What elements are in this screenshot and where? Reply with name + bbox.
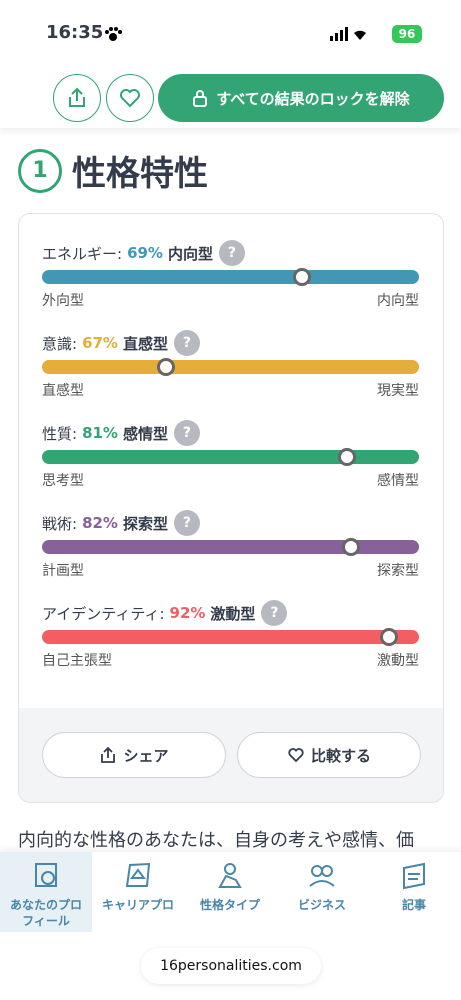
paw-icon	[105, 27, 122, 41]
nav-item[interactable]: キャリアプロ	[92, 860, 184, 932]
trait-knob	[157, 358, 176, 376]
share-label: シェア	[123, 746, 169, 765]
trait-name: 性質:	[42, 424, 78, 443]
section-title: 性格特性	[72, 154, 208, 194]
right-pole: 激動型	[377, 653, 419, 669]
trait-bar	[42, 538, 419, 556]
trait-label: 意識: 67% 直感型?	[42, 330, 200, 356]
nav-icon	[218, 863, 242, 888]
help-icon[interactable]: ?	[218, 240, 245, 266]
trait-name: 意識:	[42, 334, 78, 353]
nav-icon	[35, 863, 57, 887]
nav-active-bg	[0, 852, 92, 932]
nav-item[interactable]: 性格タイプ	[184, 860, 276, 932]
trait-knob	[342, 538, 361, 556]
trait-bar	[42, 448, 419, 466]
help-icon[interactable]: ?	[173, 510, 200, 536]
trait-bar	[42, 358, 419, 376]
share-icon-button[interactable]	[53, 74, 101, 122]
compare-label: 比較する	[310, 746, 371, 765]
unlock-button[interactable]: すべての結果のロックを解除	[158, 74, 444, 122]
clock: 16:35	[46, 22, 104, 43]
trait-percent: 69%	[127, 244, 163, 262]
battery: 96	[392, 25, 422, 43]
trait-label: 戦術: 82% 探索型?	[42, 510, 200, 536]
trait-name: アイデンティティ:	[42, 604, 165, 623]
right-pole: 探索型	[377, 563, 419, 579]
nav-icon	[125, 862, 151, 887]
signal-wifi	[330, 27, 366, 41]
left-pole: 外向型	[42, 293, 84, 309]
unlock-label: すべての結果のロックを解除	[216, 89, 410, 108]
paragraph: 内向的な性格のあなたは、自身の考えや感情、価	[18, 830, 414, 851]
help-icon[interactable]: ?	[173, 330, 200, 356]
trait-knob	[293, 268, 312, 286]
left-pole: 思考型	[42, 473, 84, 489]
trait-knob	[338, 448, 357, 466]
nav-icon	[309, 865, 335, 887]
trait-percent: 82%	[82, 514, 118, 532]
compare-button[interactable]: 比較する	[237, 732, 421, 778]
trait-bar	[42, 628, 419, 646]
help-icon[interactable]: ?	[261, 600, 288, 626]
nav-icon	[403, 862, 425, 890]
nav-item[interactable]: 記事	[368, 860, 460, 932]
trait-name: 戦術:	[42, 514, 78, 533]
nav-label: 性格タイプ	[199, 898, 260, 912]
section-number: 1	[18, 149, 62, 193]
share-button[interactable]: シェア	[42, 732, 226, 778]
trait-name: エネルギー:	[42, 244, 123, 263]
right-pole: 現実型	[377, 383, 419, 399]
trait-type: 直感型	[122, 334, 168, 353]
trait-percent: 81%	[82, 424, 118, 442]
trait-type: 激動型	[210, 604, 256, 623]
nav-label: あなたのプロフィール	[9, 898, 82, 928]
help-icon[interactable]: ?	[173, 420, 200, 446]
right-pole: 内向型	[377, 293, 419, 309]
left-pole: 直感型	[42, 383, 84, 399]
nav-label: ビジネス	[297, 898, 346, 912]
left-pole: 自己主張型	[42, 653, 112, 669]
nav-label: 記事	[401, 898, 426, 912]
nav-label: キャリアプロ	[101, 898, 174, 912]
left-pole: 計画型	[42, 563, 84, 579]
url-pill: 16personalities.com	[141, 948, 321, 984]
trait-percent: 67%	[82, 334, 118, 352]
trait-type: 探索型	[122, 514, 168, 533]
trait-type: 内向型	[167, 244, 213, 263]
trait-type: 感情型	[122, 424, 168, 443]
trait-percent: 92%	[169, 604, 206, 622]
right-pole: 感情型	[377, 473, 419, 489]
trait-knob	[379, 628, 398, 646]
trait-label: エネルギー: 69% 内向型?	[42, 240, 245, 266]
nav-item[interactable]: あなたのプロフィール	[0, 860, 92, 932]
trait-label: 性質: 81% 感情型?	[42, 420, 200, 446]
trait-bar	[42, 268, 419, 286]
favorite-button[interactable]	[106, 74, 154, 122]
trait-label: アイデンティティ: 92% 激動型?	[42, 600, 288, 626]
nav-item[interactable]: ビジネス	[276, 860, 368, 932]
